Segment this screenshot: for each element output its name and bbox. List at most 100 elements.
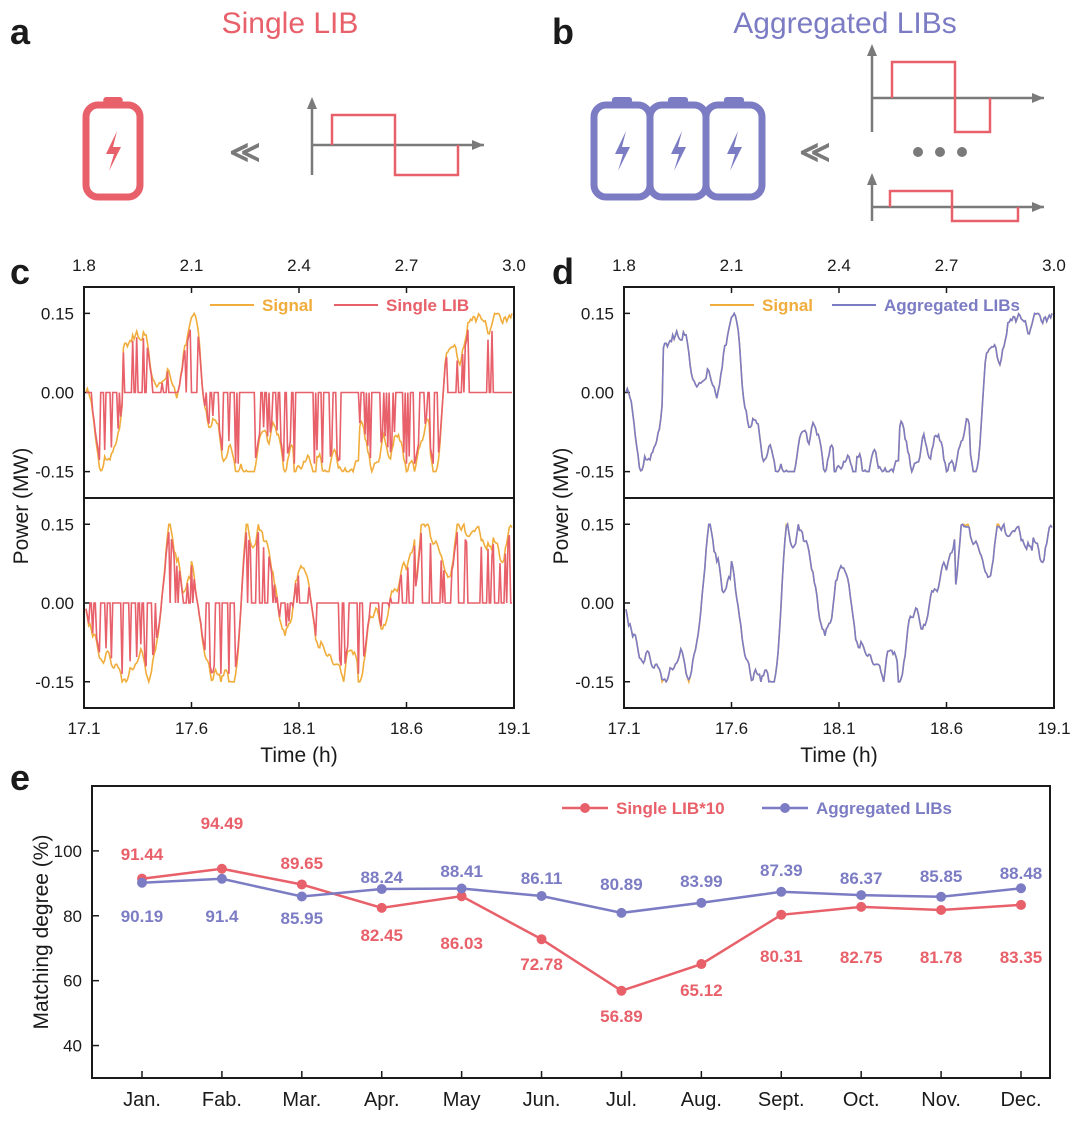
data-label: 83.35: [1000, 948, 1043, 967]
bottom-x-tick-label: 17.6: [175, 719, 208, 738]
single-lib-trace: [85, 329, 512, 464]
panel-e-label: e: [10, 757, 30, 798]
signal-trace: [625, 522, 1053, 685]
signal-trace: [625, 311, 1053, 475]
top-x-tick-label: 1.8: [72, 256, 96, 275]
month-tick-label: Nov.: [921, 1089, 961, 1111]
bottom-x-tick-label: 18.6: [930, 719, 963, 738]
panel-a-title: Single LIB: [222, 7, 359, 40]
legend-signal-label: Signal: [262, 296, 313, 315]
y-axis-title: Matching degree (%): [30, 835, 53, 1030]
lightning-icon: [727, 131, 742, 171]
panel-d-label: d: [552, 251, 574, 292]
month-tick-label: Fab.: [202, 1089, 242, 1111]
month-tick-label: Jun.: [523, 1089, 561, 1111]
data-label: 88.48: [1000, 864, 1043, 883]
y-tick-label: 80: [63, 907, 82, 926]
top-x-tick-label: 1.8: [612, 256, 636, 275]
double-chevron-left-icon: ≪: [229, 136, 260, 169]
aggregated-libs-point: [696, 897, 707, 908]
arrow-icon: [472, 140, 484, 150]
arrow-icon: [1032, 202, 1044, 212]
bottom-x-tick-label: 17.1: [67, 719, 100, 738]
y-tick-label: 0.00: [41, 594, 74, 613]
data-label: 89.65: [281, 854, 324, 873]
month-tick-label: Jul.: [606, 1089, 637, 1111]
panel-b-title: Aggregated LIBs: [733, 7, 957, 40]
top-x-tick-label: 2.1: [180, 256, 204, 275]
lightning-icon: [106, 131, 121, 171]
single-lib-point: [376, 902, 387, 913]
bottom-x-tick-label: 19.1: [1037, 719, 1070, 738]
panel-b-label: b: [552, 11, 574, 52]
y-tick-label: 0.00: [41, 384, 74, 403]
aggregated-libs-line: [141, 877, 1022, 915]
ellipsis-dot-icon: [935, 147, 945, 157]
single-lib-point: [536, 934, 547, 945]
data-label: 81.78: [920, 948, 963, 967]
y-tick-label: -0.15: [35, 673, 74, 692]
data-label: 80.89: [600, 875, 643, 894]
data-label: 82.45: [360, 926, 403, 945]
month-tick-label: Apr.: [364, 1089, 400, 1111]
x-axis-title: Time (h): [800, 744, 877, 767]
y-tick-label: 100: [54, 842, 82, 861]
single-lib-point: [616, 985, 627, 996]
data-label: 72.78: [520, 955, 563, 974]
y-tick-label: -0.15: [575, 673, 614, 692]
data-label: 85.85: [920, 867, 963, 886]
month-tick-label: Sept.: [758, 1089, 805, 1111]
data-label: 80.31: [760, 947, 803, 966]
data-label: 91.4: [205, 907, 239, 926]
legend-single-label: Single LIB*10: [616, 799, 725, 818]
data-label: 88.41: [440, 862, 483, 881]
lightning-icon: [615, 131, 630, 171]
month-tick-label: Mar.: [282, 1089, 321, 1111]
month-tick-label: May: [443, 1089, 481, 1111]
bottom-x-tick-label: 19.1: [497, 719, 530, 738]
arrow-icon: [1032, 93, 1044, 103]
square-wave-sketch: [867, 44, 1044, 134]
aggregated-battery-icon: [702, 97, 766, 201]
month-tick-label: Oct.: [843, 1089, 880, 1111]
top-x-tick-label: 2.1: [720, 256, 744, 275]
aggregated-libs-point: [1016, 883, 1026, 894]
aggregated-libs-point: [936, 891, 947, 902]
y-tick-label: -0.15: [575, 463, 614, 482]
aggregated-libs-point: [137, 877, 147, 888]
aggregated-libs-trace: [625, 521, 1053, 684]
y-tick-label: 0.15: [581, 304, 614, 323]
y-tick-label: -0.15: [35, 463, 74, 482]
single-lib-point: [216, 863, 227, 874]
data-label: 88.24: [360, 868, 403, 887]
top-x-tick-label: 2.4: [287, 256, 311, 275]
aggregated-libs-point: [376, 884, 387, 895]
aggregated-libs-point: [856, 890, 867, 901]
month-tick-label: Aug.: [681, 1089, 722, 1111]
panel-c-label: c: [10, 251, 30, 292]
y-axis-title: Power (MW): [550, 448, 573, 565]
legend-marker: [580, 803, 590, 813]
aggregated-libs-point: [216, 873, 227, 884]
square-wave-sketch: [867, 173, 1044, 223]
top-x-tick-label: 2.4: [827, 256, 851, 275]
legend-signal-label: Signal: [762, 296, 813, 315]
single-lib-line: [141, 867, 1022, 993]
top-x-tick-label: 3.0: [1042, 256, 1066, 275]
single-lib-point: [936, 905, 947, 916]
top-x-tick-label: 3.0: [502, 256, 526, 275]
y-tick-label: 60: [63, 972, 82, 991]
aggregated-libs-point: [536, 890, 547, 901]
battery-body: [702, 101, 766, 201]
top-x-tick-label: 2.7: [935, 256, 959, 275]
y-tick-label: 0.15: [41, 515, 74, 534]
square-wave: [890, 60, 992, 134]
data-label: 85.95: [281, 909, 324, 928]
month-tick-label: Jan.: [123, 1089, 161, 1111]
signal-trace: [85, 522, 513, 685]
aggregated-libs-point: [776, 886, 787, 897]
y-tick-label: 0.00: [581, 594, 614, 613]
aggregated-battery-icon: [646, 97, 710, 201]
bottom-x-tick-label: 17.6: [715, 719, 748, 738]
single-lib-point: [296, 879, 307, 890]
